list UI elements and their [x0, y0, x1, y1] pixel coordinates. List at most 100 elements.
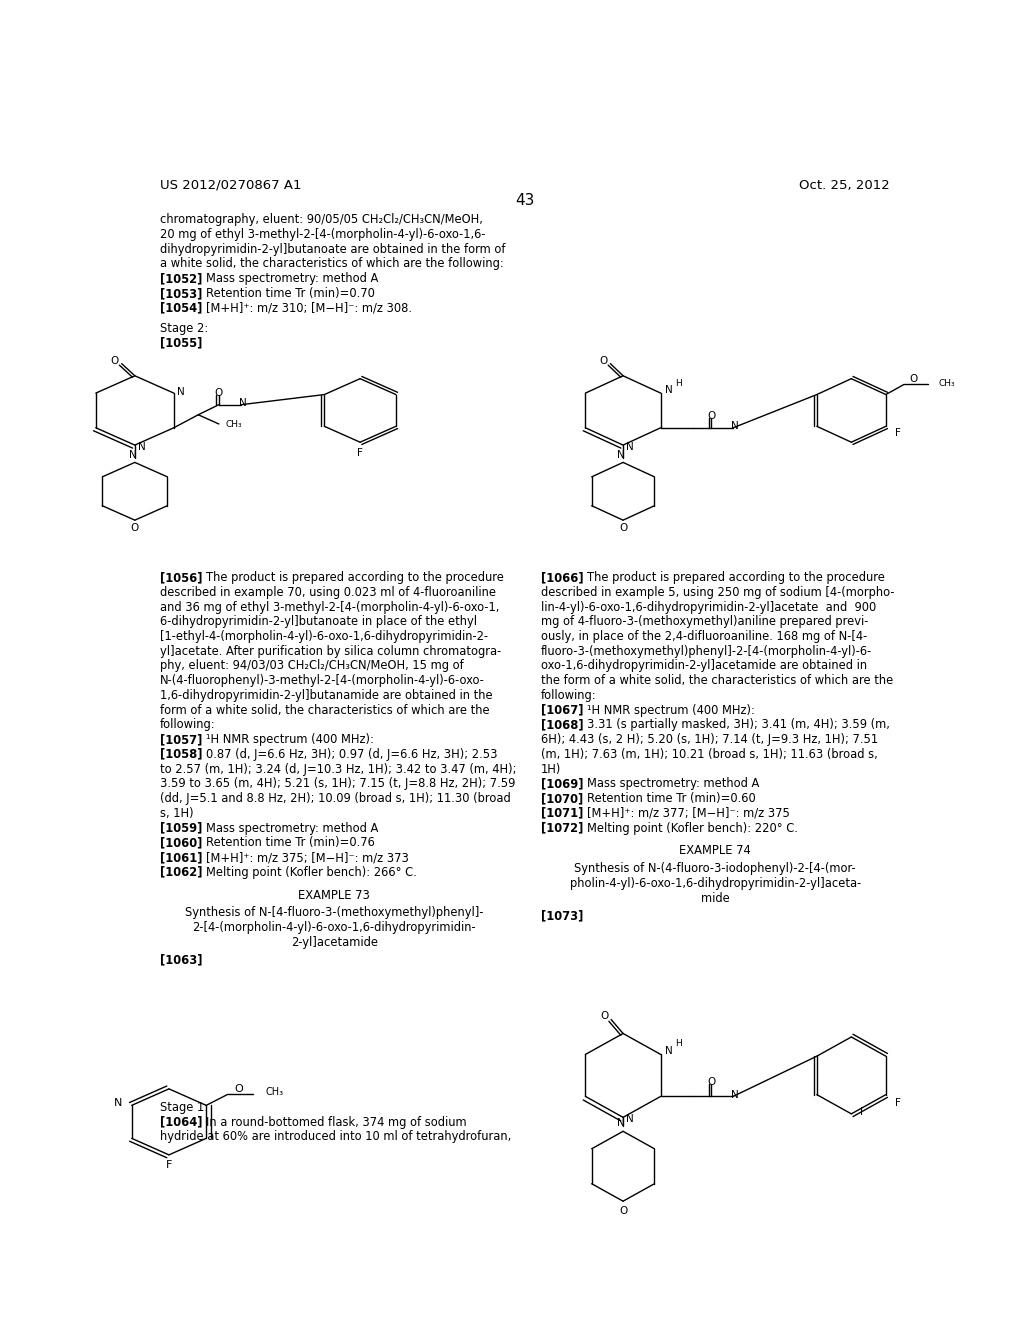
Text: O: O: [909, 375, 918, 384]
Text: [1055]: [1055]: [160, 337, 202, 350]
Text: [1071]: [1071]: [541, 807, 583, 820]
Text: H: H: [675, 379, 682, 388]
Text: N: N: [626, 441, 634, 451]
Text: a white solid, the characteristics of which are the following:: a white solid, the characteristics of wh…: [160, 257, 504, 271]
Text: Retention time Tr (min)=0.76: Retention time Tr (min)=0.76: [206, 837, 375, 849]
Text: [1061]: [1061]: [160, 851, 203, 865]
Text: [1058]: [1058]: [160, 748, 203, 760]
Text: hydride at 60% are introduced into 10 ml of tetrahydrofuran,: hydride at 60% are introduced into 10 ml…: [160, 1130, 511, 1143]
Text: [1059]: [1059]: [160, 821, 202, 834]
Text: [1060]: [1060]: [160, 837, 202, 849]
Text: 3.59 to 3.65 (m, 4H); 5.21 (s, 1H); 7.15 (t, J=8.8 Hz, 2H); 7.59: 3.59 to 3.65 (m, 4H); 5.21 (s, 1H); 7.15…: [160, 777, 515, 791]
Text: fluoro-3-(methoxymethyl)phenyl]-2-[4-(morpholin-4-yl)-6-: fluoro-3-(methoxymethyl)phenyl]-2-[4-(mo…: [541, 644, 871, 657]
Text: O: O: [708, 411, 716, 421]
Text: N: N: [731, 421, 739, 432]
Text: [1067]: [1067]: [541, 704, 584, 717]
Text: The product is prepared according to the procedure: The product is prepared according to the…: [206, 572, 504, 583]
Text: F: F: [895, 428, 900, 438]
Text: F: F: [166, 1160, 172, 1171]
Text: O: O: [599, 356, 607, 366]
Text: O: O: [618, 1206, 627, 1216]
Text: ¹H NMR spectrum (400 MHz):: ¹H NMR spectrum (400 MHz):: [587, 704, 755, 717]
Text: O: O: [131, 523, 139, 533]
Text: Synthesis of N-(4-fluoro-3-iodophenyl)-2-[4-(mor-: Synthesis of N-(4-fluoro-3-iodophenyl)-2…: [574, 862, 856, 875]
Text: 0.87 (d, J=6.6 Hz, 3H); 0.97 (d, J=6.6 Hz, 3H); 2.53: 0.87 (d, J=6.6 Hz, 3H); 0.97 (d, J=6.6 H…: [206, 748, 498, 760]
Text: following:: following:: [160, 718, 215, 731]
Text: 1H): 1H): [541, 763, 561, 776]
Text: [M+H]⁺: m/z 375; [M−H]⁻: m/z 373: [M+H]⁺: m/z 375; [M−H]⁻: m/z 373: [206, 851, 409, 865]
Text: N: N: [114, 1098, 122, 1107]
Text: Stage 1:: Stage 1:: [160, 1101, 208, 1114]
Text: oxo-1,6-dihydropyrimidin-2-yl]acetamide are obtained in: oxo-1,6-dihydropyrimidin-2-yl]acetamide …: [541, 660, 866, 672]
Text: [1068]: [1068]: [541, 718, 584, 731]
Text: N: N: [626, 1114, 634, 1125]
Text: Synthesis of N-[4-fluoro-3-(methoxymethyl)phenyl]-: Synthesis of N-[4-fluoro-3-(methoxymethy…: [185, 907, 483, 919]
Text: [1073]: [1073]: [541, 909, 583, 923]
Text: 2-[4-(morpholin-4-yl)-6-oxo-1,6-dihydropyrimidin-: 2-[4-(morpholin-4-yl)-6-oxo-1,6-dihydrop…: [193, 921, 476, 935]
Text: [1072]: [1072]: [541, 821, 583, 834]
Text: F: F: [895, 1098, 900, 1109]
Text: O: O: [234, 1085, 243, 1094]
Text: pholin-4-yl)-6-oxo-1,6-dihydropyrimidin-2-yl]aceta-: pholin-4-yl)-6-oxo-1,6-dihydropyrimidin-…: [569, 876, 861, 890]
Text: form of a white solid, the characteristics of which are the: form of a white solid, the characteristi…: [160, 704, 489, 717]
Text: [1057]: [1057]: [160, 733, 202, 746]
Text: mide: mide: [700, 891, 730, 904]
Text: 43: 43: [515, 193, 535, 209]
Text: Mass spectrometry: method A: Mass spectrometry: method A: [206, 272, 378, 285]
Text: Melting point (Kofler bench): 220° C.: Melting point (Kofler bench): 220° C.: [587, 821, 798, 834]
Text: O: O: [600, 1011, 608, 1020]
Text: EXAMPLE 74: EXAMPLE 74: [679, 845, 752, 858]
Text: [1056]: [1056]: [160, 572, 203, 583]
Text: EXAMPLE 73: EXAMPLE 73: [298, 888, 371, 902]
Text: O: O: [110, 356, 119, 366]
Text: Oct. 25, 2012: Oct. 25, 2012: [799, 178, 890, 191]
Text: phy, eluent: 94/03/03 CH₂Cl₂/CH₃CN/MeOH, 15 mg of: phy, eluent: 94/03/03 CH₂Cl₂/CH₃CN/MeOH,…: [160, 660, 464, 672]
Text: In a round-bottomed flask, 374 mg of sodium: In a round-bottomed flask, 374 mg of sod…: [206, 1115, 466, 1129]
Text: O: O: [618, 523, 627, 533]
Text: N: N: [617, 1118, 625, 1127]
Text: 2-yl]acetamide: 2-yl]acetamide: [291, 936, 378, 949]
Text: Mass spectrometry: method A: Mass spectrometry: method A: [587, 777, 759, 791]
Text: ¹H NMR spectrum (400 MHz):: ¹H NMR spectrum (400 MHz):: [206, 733, 374, 746]
Text: US 2012/0270867 A1: US 2012/0270867 A1: [160, 178, 301, 191]
Text: s, 1H): s, 1H): [160, 807, 194, 820]
Text: N: N: [177, 387, 184, 397]
Text: N: N: [240, 399, 247, 408]
Text: 6H); 4.43 (s, 2 H); 5.20 (s, 1H); 7.14 (t, J=9.3 Hz, 1H); 7.51: 6H); 4.43 (s, 2 H); 5.20 (s, 1H); 7.14 (…: [541, 733, 878, 746]
Text: H: H: [675, 1039, 682, 1048]
Text: N-(4-fluorophenyl)-3-methyl-2-[4-(morpholin-4-yl)-6-oxo-: N-(4-fluorophenyl)-3-methyl-2-[4-(morpho…: [160, 675, 484, 688]
Text: [1-ethyl-4-(morpholin-4-yl)-6-oxo-1,6-dihydropyrimidin-2-: [1-ethyl-4-(morpholin-4-yl)-6-oxo-1,6-di…: [160, 630, 487, 643]
Text: N: N: [731, 1089, 739, 1100]
Text: N: N: [617, 450, 625, 461]
Text: F: F: [357, 449, 364, 458]
Text: ously, in place of the 2,4-difluoroaniline. 168 mg of N-[4-: ously, in place of the 2,4-difluoroanili…: [541, 630, 867, 643]
Text: mg of 4-fluoro-3-(methoxymethyl)aniline prepared previ-: mg of 4-fluoro-3-(methoxymethyl)aniline …: [541, 615, 868, 628]
Text: N: N: [665, 385, 673, 395]
Text: The product is prepared according to the procedure: The product is prepared according to the…: [587, 572, 885, 583]
Text: Stage 2:: Stage 2:: [160, 322, 208, 334]
Text: [1070]: [1070]: [541, 792, 583, 805]
Text: Retention time Tr (min)=0.60: Retention time Tr (min)=0.60: [587, 792, 756, 805]
Text: O: O: [215, 388, 223, 397]
Text: dihydropyrimidin-2-yl]butanoate are obtained in the form of: dihydropyrimidin-2-yl]butanoate are obta…: [160, 243, 505, 256]
Text: 1,6-dihydropyrimidin-2-yl]butanamide are obtained in the: 1,6-dihydropyrimidin-2-yl]butanamide are…: [160, 689, 493, 702]
Text: lin-4-yl)-6-oxo-1,6-dihydropyrimidin-2-yl]acetate  and  900: lin-4-yl)-6-oxo-1,6-dihydropyrimidin-2-y…: [541, 601, 876, 614]
Text: and 36 mg of ethyl 3-methyl-2-[4-(morpholin-4-yl)-6-oxo-1,: and 36 mg of ethyl 3-methyl-2-[4-(morpho…: [160, 601, 499, 614]
Text: described in example 70, using 0.023 ml of 4-fluoroaniline: described in example 70, using 0.023 ml …: [160, 586, 496, 599]
Text: CH₃: CH₃: [265, 1088, 284, 1097]
Text: [M+H]⁺: m/z 310; [M−H]⁻: m/z 308.: [M+H]⁺: m/z 310; [M−H]⁻: m/z 308.: [206, 302, 412, 314]
Text: to 2.57 (m, 1H); 3.24 (d, J=10.3 Hz, 1H); 3.42 to 3.47 (m, 4H);: to 2.57 (m, 1H); 3.24 (d, J=10.3 Hz, 1H)…: [160, 763, 516, 776]
Text: [1069]: [1069]: [541, 777, 584, 791]
Text: following:: following:: [541, 689, 596, 702]
Text: yl]acetate. After purification by silica column chromatogra-: yl]acetate. After purification by silica…: [160, 644, 501, 657]
Text: N: N: [129, 450, 137, 461]
Text: 6-dihydropyrimidin-2-yl]butanoate in place of the ethyl: 6-dihydropyrimidin-2-yl]butanoate in pla…: [160, 615, 477, 628]
Text: CH₃: CH₃: [225, 420, 242, 429]
Text: Melting point (Kofler bench): 266° C.: Melting point (Kofler bench): 266° C.: [206, 866, 417, 879]
Text: 20 mg of ethyl 3-methyl-2-[4-(morpholin-4-yl)-6-oxo-1,6-: 20 mg of ethyl 3-methyl-2-[4-(morpholin-…: [160, 228, 485, 242]
Text: [1066]: [1066]: [541, 572, 584, 583]
Text: I: I: [860, 1107, 863, 1117]
Text: Retention time Tr (min)=0.70: Retention time Tr (min)=0.70: [206, 286, 375, 300]
Text: chromatography, eluent: 90/05/05 CH₂Cl₂/CH₃CN/MeOH,: chromatography, eluent: 90/05/05 CH₂Cl₂/…: [160, 214, 482, 226]
Text: (dd, J=5.1 and 8.8 Hz, 2H); 10.09 (broad s, 1H); 11.30 (broad: (dd, J=5.1 and 8.8 Hz, 2H); 10.09 (broad…: [160, 792, 511, 805]
